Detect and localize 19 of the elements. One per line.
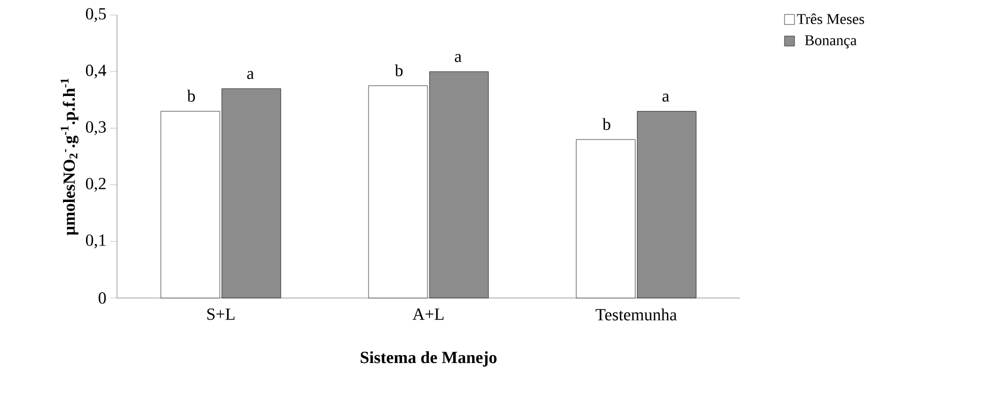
annotation: a — [454, 54, 462, 62]
legend-label: Três Meses — [796, 14, 864, 24]
annotation: b — [602, 118, 610, 130]
annotation: a — [662, 94, 670, 102]
annotation: b — [394, 64, 403, 76]
y-axis-title: µmolesNO$_{2}$$^{-}$.g$^{-1}$.p.f.h$^{-1}$ — [60, 78, 78, 236]
x-tick-label: Testemunha — [596, 308, 677, 320]
y-tick-label: 0,1 — [86, 234, 106, 248]
y-tick-label: 0,5 — [86, 8, 106, 22]
legend-label: Bonança — [804, 35, 857, 48]
x-axis-title: Sistema de Manejo — [360, 351, 497, 367]
y-tick-label: 0,3 — [86, 121, 106, 136]
y-tick-label: 0 — [98, 292, 106, 304]
annotation: a — [247, 70, 254, 80]
y-tick-label: 0,4 — [86, 64, 106, 79]
x-tick-label: S+L — [207, 308, 234, 320]
x-tick-label: A+L — [412, 308, 444, 320]
y-tick-label: 0,2 — [86, 178, 106, 192]
annotation: b — [187, 90, 195, 102]
